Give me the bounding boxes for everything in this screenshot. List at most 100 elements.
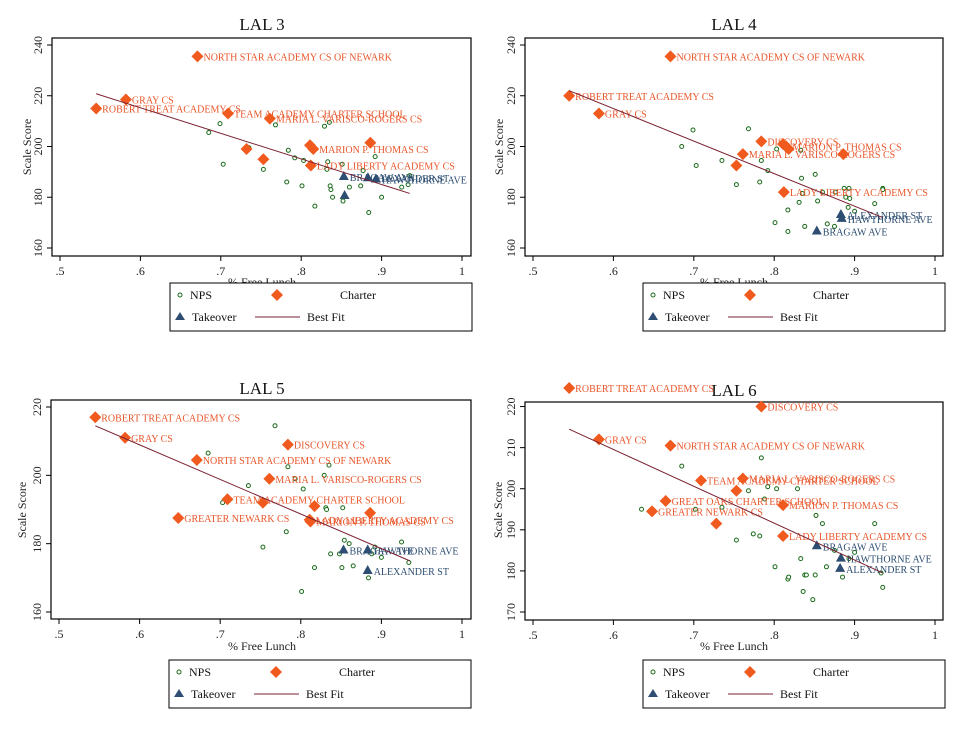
nps-point [795,486,801,492]
legend-frame [168,659,472,709]
takeover-point [811,540,822,550]
charter-point [89,411,102,424]
nps-point [299,589,305,594]
series-charter: ROBERT TREAT ACADEMY CS GRAY CS NORTH STAR… [563,50,928,199]
charter-legend-icon [270,666,282,678]
nps-point [330,194,336,200]
plot-area: .5 .6 .7 .8 .9 1 160 180 200 220 240 ROBERT TREAT A… [504,36,946,332]
nps-point [772,564,778,570]
charter-point [281,438,294,451]
nps-point [832,189,838,195]
chart-panel-lal4: LAL 4 % Free Lunch Scale Score .5.6.7.8.… [480,0,960,360]
charter-point [222,107,235,120]
nps-point [322,123,328,129]
nps-point [285,147,291,153]
series-nps [639,455,886,603]
point-label: GRAY CS [131,434,173,445]
charter-point [240,143,253,156]
x-tick-label: .9 [850,264,859,278]
nps-point [260,166,266,172]
takeover-point [338,544,349,554]
charter-point [755,400,768,413]
takeover-point [811,225,822,235]
nps-point [679,463,685,469]
nps-point [245,483,251,489]
chart-panel-lal5: LAL 5 % Free Lunch Scale Score .5 .6 .7 .8.… [0,370,480,730]
x-tick-label: .8 [296,627,305,641]
point-label: GRAY CS [132,96,174,107]
nps-point [220,500,226,506]
charter-point [364,506,377,519]
point-label: NORTH STAR ACADEMY CS OF NEWARK [203,52,392,63]
y-axis-label: Scale Score [15,482,29,538]
nps-point [346,184,352,190]
nps-point [340,198,346,204]
plot-area: .5 .6 .7 .8 .9 1 170 180 190 200 210 220 ROBERT TREA… [504,382,946,709]
point-label: MARION P. THOMAS CS [792,143,901,154]
legend-label-best-fit: Best Fit [780,687,818,701]
y-axis-label: Scale Score [20,119,34,175]
nps-point [325,159,331,165]
point-label: HAWTHORNE AVE [382,175,467,186]
charter-point [304,515,317,528]
nps-point [206,130,212,136]
legend-label-nps: NPS [189,665,211,679]
best-fit-line [96,93,410,194]
point-label: BRAGAW AVE [350,547,415,558]
nps-point [823,564,829,570]
point-label: GRAY CS [605,110,647,121]
x-tick-label: .6 [609,628,618,642]
nps-point [690,127,696,133]
point-label: ROBERT TREAT ACADEMY CS [102,104,241,115]
takeover-point [362,565,373,574]
chart-title: LAL 4 [711,15,757,34]
nps-point [824,221,830,227]
nps-point [765,484,771,490]
charter-point [736,148,749,161]
point-label: NORTH STAR ACADEMY CS OF NEWARK [676,442,865,453]
y-axis-label: Scale Score [491,482,505,538]
charter-point [710,517,723,530]
nps-point [745,126,751,132]
legend-label-nps: NPS [190,288,212,302]
point-label: ALEXANDER ST [846,565,921,576]
point-label: BRAGAW AVE [823,542,888,553]
charter-point [592,433,605,446]
point-label: DISCOVERY CS [767,137,838,148]
x-tick-label: .5 [529,264,538,278]
point-label: ROBERT TREAT ACADEMY CS [575,384,714,395]
point-label: TEAM ACADEMY CHARTER SCHOOL [707,477,879,488]
legend-label-nps: NPS [663,288,685,302]
point-label: LADY LIBERTY ACADEMY CS [317,162,455,173]
nps-point [872,201,878,207]
takeover-point [835,209,846,219]
point-label: MARION P. THOMAS CS [316,517,425,528]
legend-label-nps: NPS [663,665,685,679]
y-tick-label: 240 [504,36,518,54]
x-tick-label: .7 [216,627,225,641]
nps-point [832,223,837,229]
x-tick-label: .8 [297,264,306,278]
x-tick-label: .7 [689,628,698,642]
nps-point [399,539,405,545]
nps-point [283,529,289,535]
legend-label-charter: Charter [339,665,375,679]
legend-label-best-fit: Best Fit [780,310,818,324]
point-label: GREAT OAKS CHARTER SCHOOL [672,497,825,508]
legend-label-charter: Charter [813,288,849,302]
charter-point [191,50,204,63]
nps-point [872,521,878,527]
nps-point [272,122,278,128]
nps-legend-icon [176,669,182,675]
y-tick-label: 220 [504,398,518,416]
legend-label-best-fit: Best Fit [306,687,344,701]
y-tick-label: 220 [504,87,518,105]
nps-point [360,168,366,174]
nps-point [802,223,808,229]
nps-point [372,154,378,160]
nps-point [326,119,332,125]
best-fit-line [568,428,883,574]
y-tick-label: 200 [504,480,518,498]
legend: NPS Charter Takeover Best Fit [642,282,946,332]
nps-point [880,187,886,193]
